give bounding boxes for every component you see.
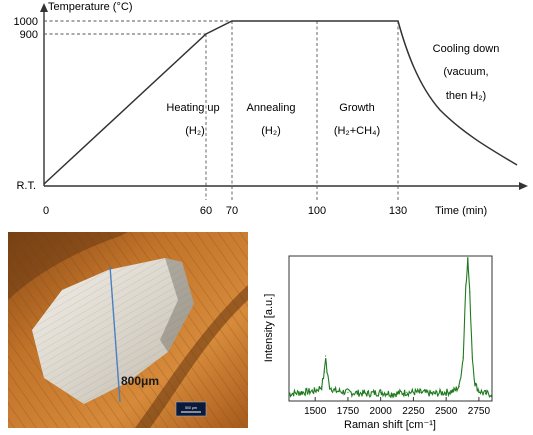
- data-point-19: [462, 356, 464, 359]
- stage-growth-title: Growth: [339, 102, 374, 114]
- data-point-0: [288, 393, 290, 395]
- data-point-23: [471, 356, 473, 359]
- data-point-3: [321, 385, 323, 388]
- data-point-2: [314, 390, 316, 392]
- x-tick-label-5: 2750: [468, 406, 491, 417]
- x-ticks: 1500 1750 2000 2250 2500 2750: [304, 397, 490, 417]
- temperature-curve: [43, 20, 518, 185]
- data-point-22: [469, 291, 471, 293]
- data-point-11: [380, 391, 382, 393]
- x-tick-60: 60: [200, 205, 212, 217]
- crystal-edge-shadow: [160, 258, 194, 352]
- data-point-8: [334, 390, 336, 392]
- temperature-profile: Temperature (°C) Time (min) 1000 900 R.T…: [14, 1, 528, 217]
- data-point-1: [301, 391, 303, 393]
- stage-cooling-line2: (vacuum,: [443, 66, 488, 78]
- data-point-27: [491, 393, 493, 395]
- dimension-label: 800μm: [121, 374, 159, 388]
- y-tick-1000: 1000: [14, 16, 38, 28]
- x-tick-label-4: 2500: [435, 406, 458, 417]
- data-point-16: [445, 391, 447, 393]
- x-tick-label-2: 2000: [370, 406, 393, 417]
- dark-crack-upper: [8, 232, 128, 300]
- data-point-4: [323, 371, 325, 373]
- x-tick-label-1: 1750: [337, 406, 360, 417]
- data-point-24: [474, 383, 476, 385]
- x-tick-100: 100: [308, 205, 326, 217]
- data-point-12: [393, 393, 395, 395]
- data-point-13: [406, 391, 408, 393]
- data-point-26: [484, 393, 487, 395]
- scalebar-label: 500 μm: [185, 406, 197, 410]
- raman-chart: 1500 1750 2000 2250 2500 2750 Intensity [a.u.…: [263, 255, 493, 431]
- plot-frame: [288, 255, 493, 402]
- guide-lines: [44, 20, 399, 200]
- y-tick-900: 900: [20, 29, 38, 41]
- data-point-20: [465, 284, 467, 286]
- x-tick-label-3: 2250: [402, 406, 425, 417]
- crystal-texture: [32, 258, 194, 404]
- x-tick-0: 0: [43, 205, 49, 217]
- data-point-21: [467, 258, 469, 260]
- stage-annealing-title: Annealing: [247, 102, 296, 114]
- y-axis-arrow: [40, 3, 48, 12]
- dark-crack-lower: [135, 285, 248, 428]
- series-line: [288, 257, 493, 399]
- data-point-6: [326, 371, 328, 373]
- series-points: [288, 258, 493, 395]
- stage-heating-gas: (H₂): [185, 125, 205, 137]
- y-axis-title: Temperature (°C): [48, 1, 132, 13]
- data-point-17: [453, 390, 455, 392]
- x-tick-130: 130: [389, 205, 407, 217]
- data-point-5: [325, 355, 327, 357]
- data-point-15: [432, 393, 434, 395]
- y-axis-label: Intensity [a.u.]: [263, 294, 275, 362]
- x-tick-70: 70: [226, 205, 238, 217]
- data-point-18: [458, 385, 460, 388]
- x-axis-arrow: [519, 182, 528, 190]
- data-point-7: [329, 385, 331, 388]
- x-axis-title: Time (min): [435, 205, 487, 217]
- stage-cooling-line3: then H₂): [446, 90, 486, 102]
- x-tick-label-0: 1500: [304, 406, 327, 417]
- stage-growth-gas: (H₂+CH₄): [334, 125, 380, 137]
- data-point-25: [478, 390, 480, 392]
- stage-cooling-line1: Cooling down: [433, 43, 500, 55]
- stage-annealing-gas: (H₂): [261, 125, 281, 137]
- measure-line: [109, 265, 121, 403]
- stage-heating-title: Heating up: [166, 102, 219, 114]
- data-point-14: [419, 391, 421, 393]
- data-point-9: [347, 391, 349, 393]
- x-axis-label: Raman shift [cm⁻¹]: [344, 419, 436, 431]
- data-point-10: [366, 393, 369, 395]
- optical-micrograph: 800μm 500 μm: [8, 232, 248, 428]
- y-tick-rt: R.T.: [16, 180, 36, 192]
